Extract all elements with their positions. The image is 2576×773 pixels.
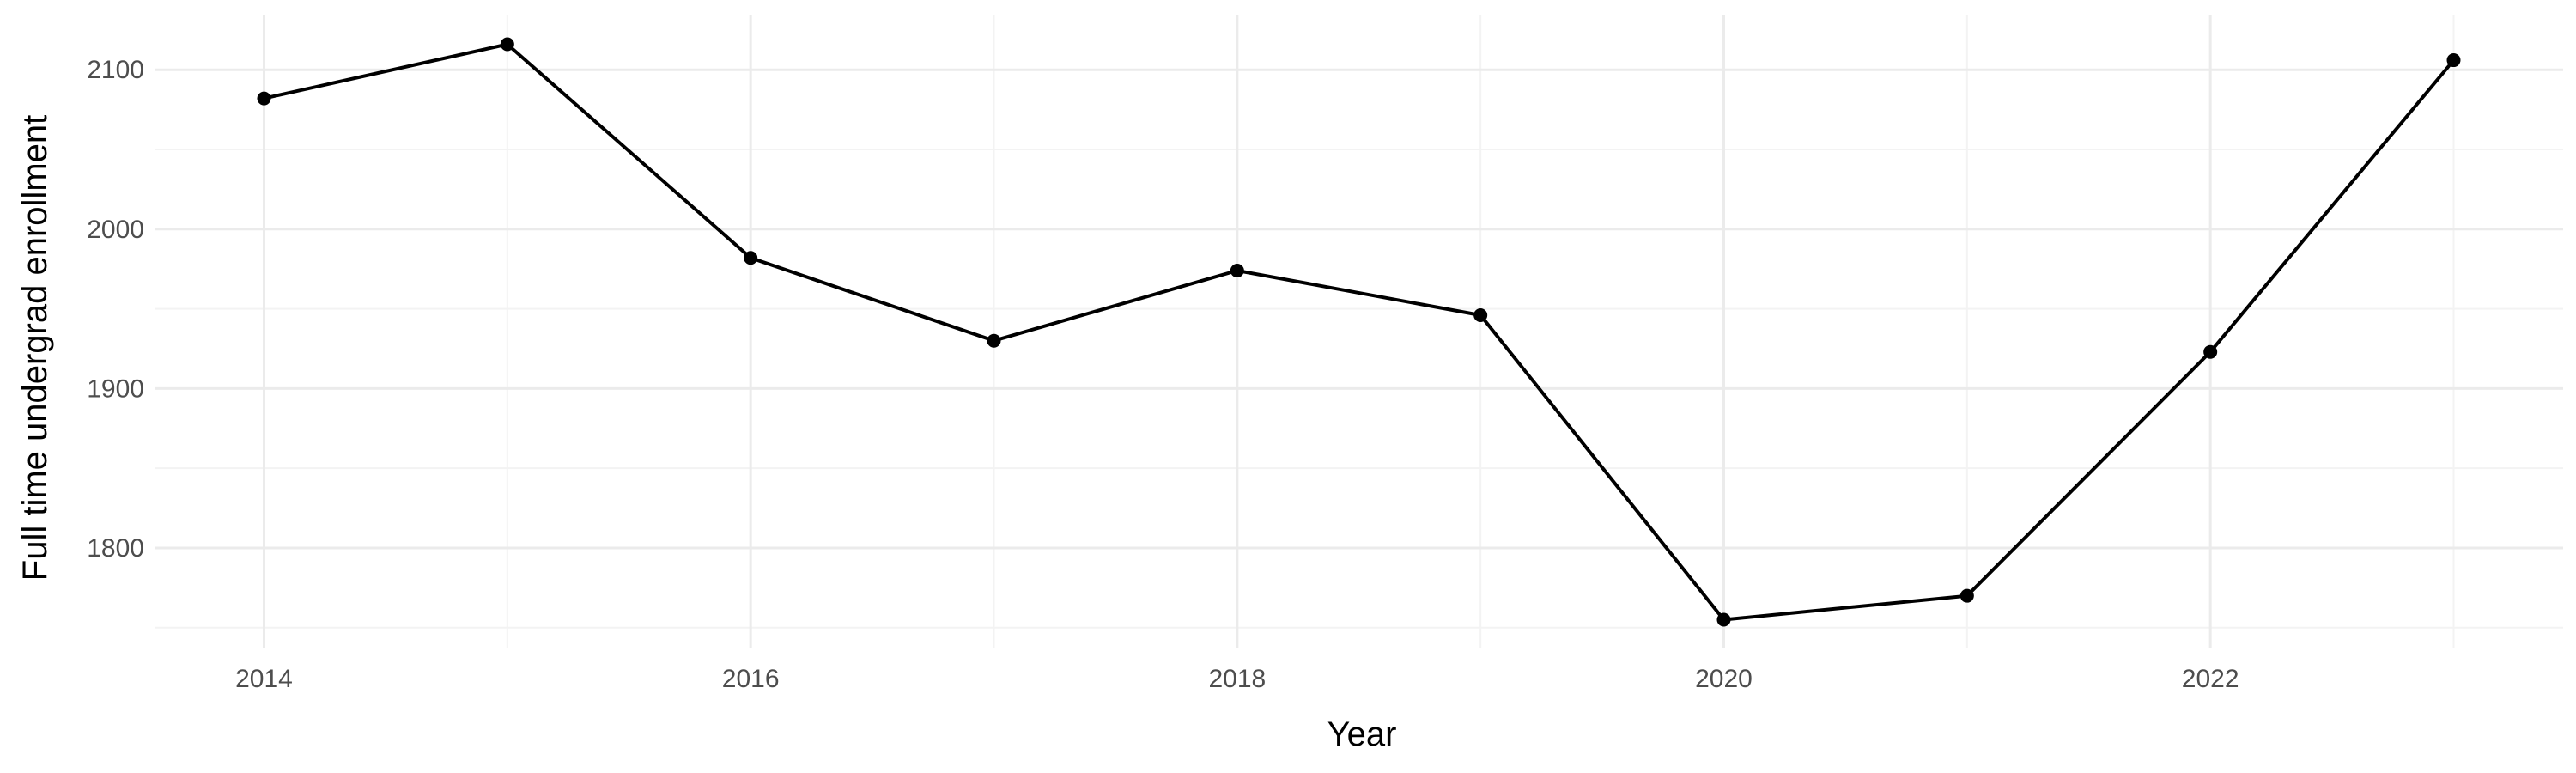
- data-point: [500, 37, 514, 52]
- x-axis-title: Year: [1327, 715, 1397, 753]
- data-point: [1959, 588, 1974, 603]
- x-tick-label: 2014: [235, 665, 293, 693]
- data-point: [2203, 344, 2218, 359]
- minor-gridlines: [155, 15, 2563, 648]
- y-tick-label: 2000: [87, 216, 144, 244]
- data-point: [744, 251, 758, 265]
- major-gridlines: [155, 15, 2563, 648]
- data-point: [257, 91, 271, 106]
- series-line: [264, 42, 2456, 622]
- y-tick-label: 1900: [87, 374, 144, 403]
- data-point: [987, 333, 1001, 348]
- x-tick-label: 2022: [2182, 665, 2239, 693]
- y-tick-label: 2100: [87, 56, 144, 84]
- y-axis-title: Full time undergrad enrollment: [16, 115, 54, 581]
- tick-labels: 2014 2016 2018 2020 2022 1800 1900 2000 2100: [87, 56, 2239, 693]
- data-point: [1473, 308, 1488, 323]
- data-point: [2446, 53, 2461, 68]
- x-tick-label: 2016: [722, 665, 780, 693]
- data-point: [1230, 264, 1244, 278]
- x-tick-label: 2020: [1695, 665, 1753, 693]
- x-tick-label: 2018: [1208, 665, 1266, 693]
- data-point: [1716, 612, 1731, 627]
- y-tick-label: 1800: [87, 534, 144, 563]
- series-layer: [257, 37, 2461, 627]
